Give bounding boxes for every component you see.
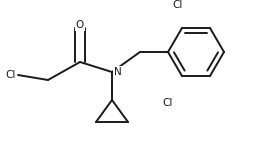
Text: Cl: Cl [173, 0, 183, 10]
Text: Cl: Cl [163, 98, 173, 108]
Text: O: O [76, 20, 84, 30]
Text: Cl: Cl [6, 70, 16, 80]
Text: N: N [114, 67, 122, 77]
